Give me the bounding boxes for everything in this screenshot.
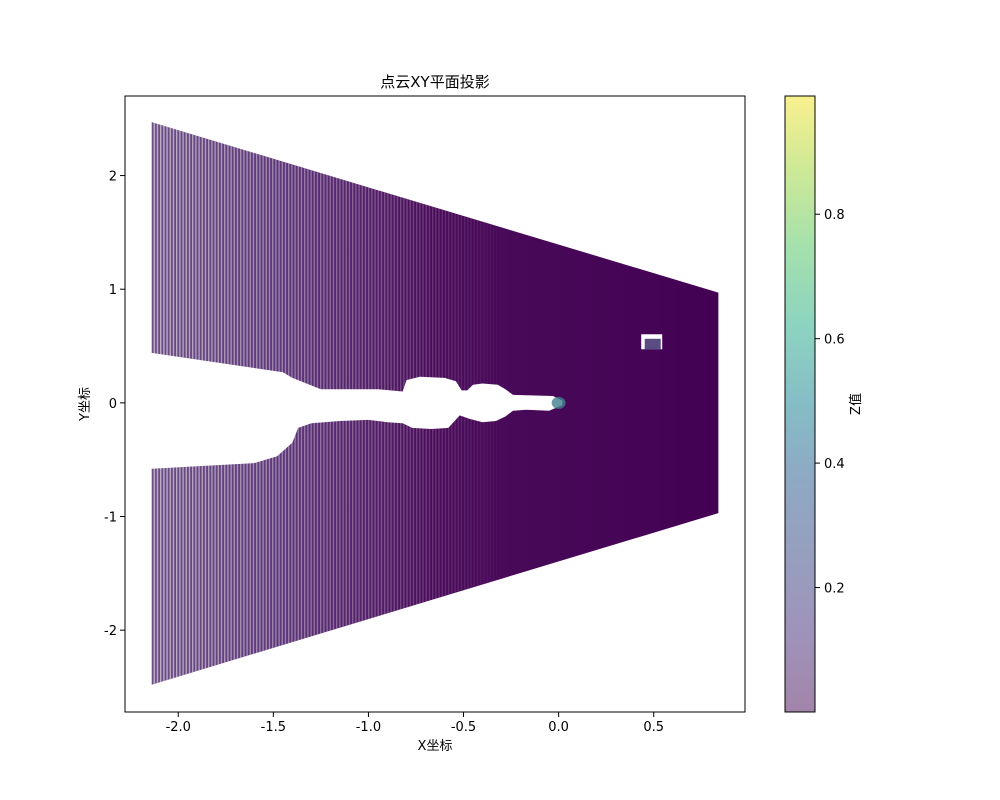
y-axis-ticks: 2 1 0 -1 -2 — [104, 170, 125, 639]
axes-frame — [124, 95, 746, 713]
colorbar-tick-label: 0.6 — [824, 333, 845, 348]
highlight-point — [551, 396, 566, 409]
y-axis-label: Y坐标 — [78, 387, 93, 422]
colorbar-label: Z值 — [848, 393, 864, 415]
x-tick-label: -1.0 — [356, 720, 381, 735]
chart-title: 点云XY平面投影 — [380, 73, 489, 91]
colorbar-tick-label: 0.2 — [824, 582, 845, 597]
x-tick-label: 0.5 — [643, 720, 664, 735]
colorbar — [784, 95, 816, 713]
x-axis-ticks: -2.0 -1.5 -1.0 -0.5 0.0 0.5 — [166, 712, 664, 735]
y-tick-label: -2 — [104, 624, 117, 639]
x-axis-label: X坐标 — [418, 739, 453, 754]
x-tick-label: 0.0 — [548, 720, 569, 735]
colorbar-ticks: 0.2 0.4 0.6 0.8 — [815, 208, 845, 597]
y-tick-label: 0 — [109, 397, 117, 412]
occluded-shadow-region — [125, 352, 563, 469]
colorbar-tick-label: 0.8 — [824, 208, 845, 223]
colorbar-tick-label: 0.4 — [824, 457, 845, 472]
y-tick-label: 2 — [109, 170, 117, 185]
highlight-point — [644, 338, 661, 350]
point-cloud-layer — [125, 122, 719, 685]
y-tick-label: 1 — [109, 283, 117, 298]
y-tick-label: -1 — [104, 511, 117, 526]
x-tick-label: -1.5 — [261, 720, 286, 735]
highlight-marks — [551, 334, 663, 409]
x-tick-label: -0.5 — [451, 720, 476, 735]
x-tick-label: -2.0 — [166, 720, 191, 735]
